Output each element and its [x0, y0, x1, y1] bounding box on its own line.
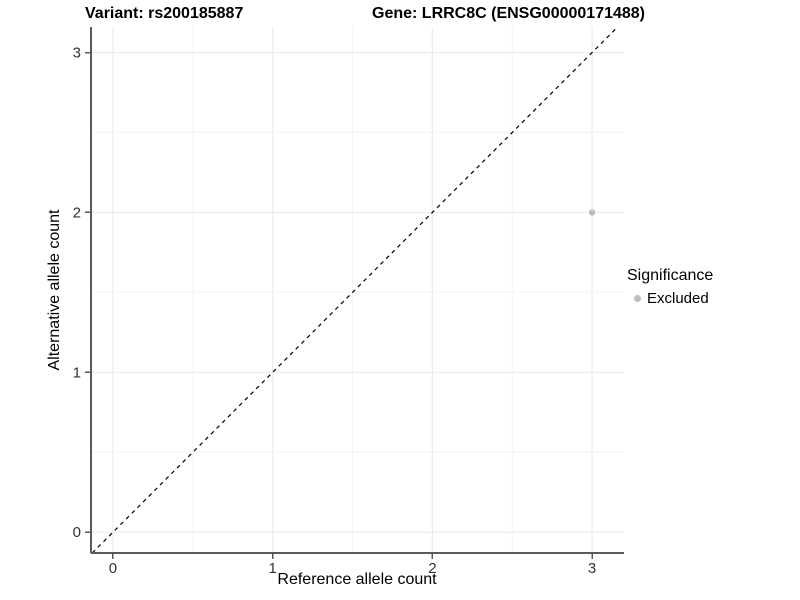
legend-entry: Excluded — [627, 290, 713, 307]
y-tick-label: 1 — [73, 364, 81, 381]
x-tick-label: 0 — [109, 560, 117, 577]
legend-key-circle-icon — [634, 295, 641, 302]
plot-title-gene: Gene: LRRC8C (ENSG00000171488) — [372, 5, 646, 22]
y-axis-title: Alternative allele count — [46, 209, 63, 371]
legend: Significance Excluded — [627, 267, 713, 307]
y-tick-label: 2 — [73, 204, 81, 221]
x-tick-label: 2 — [428, 560, 436, 577]
x-tick-label: 3 — [588, 560, 596, 577]
y-tick-label: 0 — [73, 524, 81, 541]
data-point — [588, 209, 596, 216]
legend-entry-label: Excluded — [647, 290, 709, 307]
y-tick-label: 3 — [73, 45, 81, 62]
x-tick-label: 1 — [268, 560, 276, 577]
identity-dashed-line — [91, 26, 619, 554]
x-axis-title: Reference allele count — [277, 571, 437, 588]
legend-title: Significance — [627, 267, 714, 284]
plot-title-variant: Variant: rs200185887 — [85, 5, 244, 22]
